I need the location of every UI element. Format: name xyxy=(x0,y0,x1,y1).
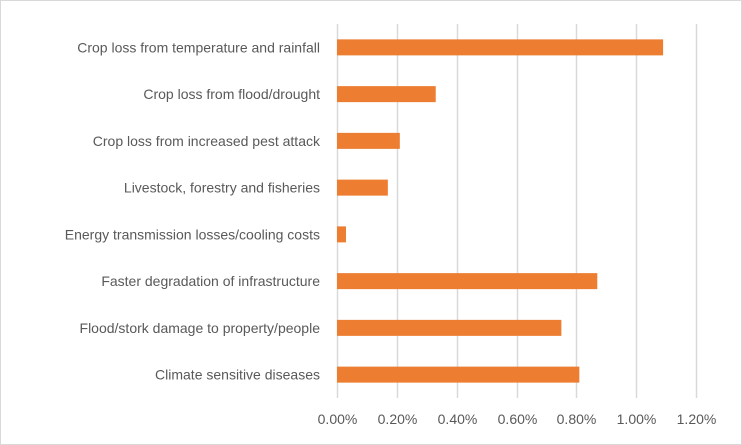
bar xyxy=(337,132,400,149)
x-tick-label: 0.80% xyxy=(557,411,597,427)
bar xyxy=(337,179,388,196)
category-labels: Crop loss from temperature and rainfall C… xyxy=(65,39,321,382)
bar xyxy=(337,366,580,383)
bar xyxy=(337,39,664,56)
x-tick-label: 0.20% xyxy=(378,411,418,427)
category-label: Flood/stork damage to property/people xyxy=(80,320,321,336)
bar xyxy=(337,226,346,243)
x-tick-label: 1.00% xyxy=(617,411,657,427)
x-tick-label: 1.20% xyxy=(677,411,717,427)
category-label: Faster degradation of infrastructure xyxy=(101,273,320,289)
x-tick-label: 0.00% xyxy=(318,411,358,427)
category-label: Climate sensitive diseases xyxy=(155,367,320,383)
category-label: Livestock, forestry and fisheries xyxy=(124,180,320,196)
category-label: Energy transmission losses/cooling costs xyxy=(65,226,320,242)
x-tick-labels: 0.00% 0.20% 0.40% 0.60% 0.80% 1.00% 1.20% xyxy=(318,411,717,427)
x-tick-label: 0.40% xyxy=(438,411,478,427)
category-label: Crop loss from temperature and rainfall xyxy=(77,39,320,55)
x-tick-label: 0.60% xyxy=(498,411,538,427)
bars xyxy=(337,39,664,383)
category-label: Crop loss from increased pest attack xyxy=(93,133,321,149)
bar xyxy=(337,273,598,290)
bar xyxy=(337,319,562,336)
category-label: Crop loss from flood/drought xyxy=(143,86,320,102)
gridlines xyxy=(336,24,698,398)
bar xyxy=(337,86,436,103)
